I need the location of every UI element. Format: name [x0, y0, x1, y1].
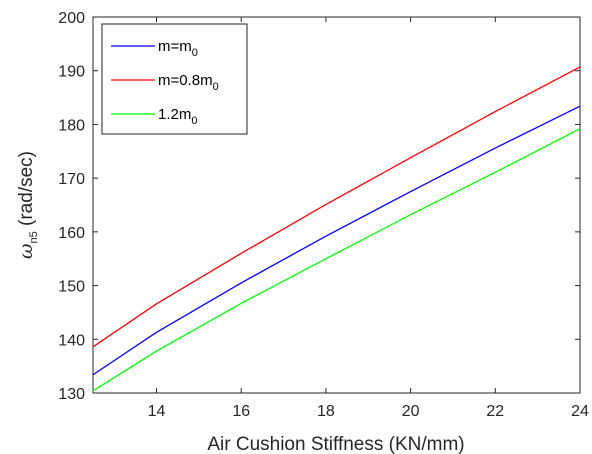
series-line-1 — [92, 66, 581, 348]
y-axis-title: ωn5 (rad/sec) — [15, 151, 40, 259]
legend: m=m0 m=0.8m0 1.2m0 — [101, 23, 248, 135]
legend-label-m12: 1.2m0 — [158, 106, 197, 127]
x-tick-label: 14 — [148, 403, 166, 420]
legend-label-m0: m=m0 — [158, 38, 198, 59]
x-tick-label: 20 — [402, 403, 420, 420]
series-line-2 — [92, 128, 581, 392]
y-tick-label: 190 — [58, 64, 85, 81]
y-tick-label: 160 — [58, 225, 85, 242]
y-tick-label: 200 — [58, 10, 85, 27]
series-line-0 — [92, 105, 581, 376]
legend-label-m12-main: 1.2m — [158, 106, 191, 123]
y-axis-units: (rad/sec) — [16, 151, 37, 231]
legend-label-m08-sub: 0 — [213, 81, 219, 93]
y-tick-label: 130 — [58, 386, 85, 403]
x-tick-label: 18 — [317, 403, 335, 420]
y-tick-label: 170 — [58, 171, 85, 188]
legend-label-m0-main: m=m — [158, 38, 192, 55]
legend-label-m08: m=0.8m0 — [158, 72, 219, 93]
x-tick-label: 16 — [232, 403, 250, 420]
series-lines — [92, 66, 581, 392]
legend-label-m12-sub: 0 — [191, 115, 197, 127]
x-tick-label: 24 — [571, 403, 589, 420]
y-tick-label: 150 — [58, 279, 85, 296]
legend-label-m0-sub: 0 — [192, 47, 198, 59]
x-axis: 14 16 18 20 22 24 — [148, 17, 589, 420]
x-tick-label: 22 — [486, 403, 504, 420]
y-axis-symbol: ω — [15, 244, 37, 260]
x-axis-title: Air Cushion Stiffness (KN/mm) — [207, 434, 464, 454]
legend-label-m08-main: m=0.8m — [158, 72, 213, 89]
y-axis: 130 140 150 160 170 180 190 200 — [58, 10, 580, 403]
y-tick-label: 140 — [58, 332, 85, 349]
y-tick-label: 180 — [58, 117, 85, 134]
y-axis-subscript: n5 — [28, 231, 40, 243]
legend-box — [101, 23, 248, 135]
